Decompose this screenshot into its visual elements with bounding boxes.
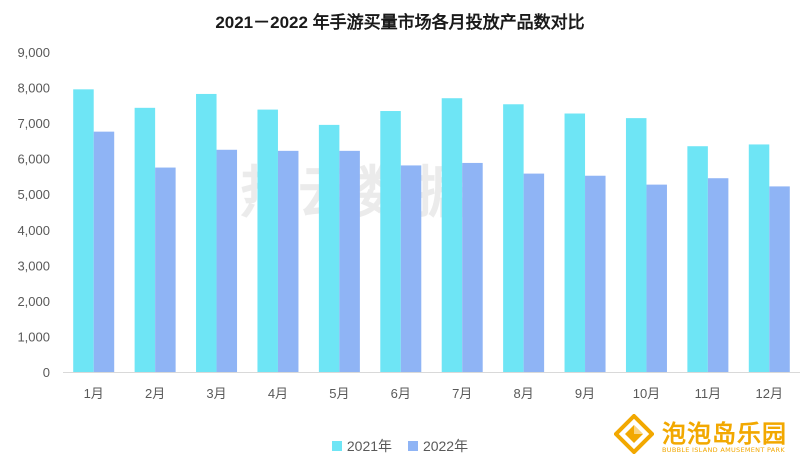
bar-2022年 bbox=[155, 167, 176, 372]
brand-subtitle: BUBBLE ISLAND AMUSEMENT PARK bbox=[662, 446, 785, 454]
y-tick-label: 7,000 bbox=[17, 116, 50, 131]
bar-2021年 bbox=[196, 93, 217, 372]
bar-2021年 bbox=[503, 104, 524, 373]
y-tick-label: 1,000 bbox=[17, 329, 50, 344]
bar-2021年 bbox=[73, 89, 94, 372]
brand-logo: 泡泡岛乐园 BUBBLE ISLAND AMUSEMENT PARK bbox=[614, 410, 800, 460]
x-tick-label: 7月 bbox=[452, 386, 472, 401]
x-tick-label: 9月 bbox=[575, 386, 595, 401]
bar-2022年 bbox=[400, 165, 422, 372]
bar-2022年 bbox=[769, 186, 790, 372]
bar-2022年 bbox=[585, 175, 606, 372]
bar-2021年 bbox=[687, 146, 708, 372]
brand-name: 泡泡岛乐园 bbox=[662, 420, 787, 448]
x-tick-label: 11月 bbox=[695, 386, 722, 401]
y-tick-label: 8,000 bbox=[17, 81, 50, 96]
x-tick-label: 1月 bbox=[84, 386, 104, 401]
bar-2022年 bbox=[523, 173, 545, 372]
x-tick-label: 3月 bbox=[206, 386, 226, 401]
bar-2021年 bbox=[564, 113, 586, 372]
legend-label-2021: 2021年 bbox=[346, 438, 393, 454]
legend-item-2022: 2022年 bbox=[407, 436, 469, 456]
bar-2022年 bbox=[216, 149, 238, 372]
legend-swatch-2021 bbox=[331, 441, 342, 451]
bar-2022年 bbox=[646, 184, 667, 372]
bar-2022年 bbox=[93, 131, 115, 372]
x-tick-label: 12月 bbox=[756, 386, 783, 401]
chart-legend: 2021年 2022年 bbox=[0, 436, 800, 456]
y-tick-label: 4,000 bbox=[17, 223, 50, 238]
bar-2021年 bbox=[625, 118, 647, 372]
y-tick-label: 0 bbox=[43, 365, 50, 380]
y-tick-label: 3,000 bbox=[17, 258, 50, 273]
x-tick-label: 2月 bbox=[145, 386, 165, 401]
y-tick-label: 6,000 bbox=[17, 152, 50, 167]
bar-2022年 bbox=[462, 162, 483, 372]
legend-label-2022: 2022年 bbox=[422, 438, 469, 454]
bar-2022年 bbox=[339, 150, 360, 372]
legend-item-2021: 2021年 bbox=[331, 436, 393, 456]
chart-title: 2021－2022 年手游买量市场各月投放产品数对比 bbox=[215, 13, 585, 32]
bar-2021年 bbox=[748, 144, 770, 372]
x-tick-label: 6月 bbox=[391, 386, 411, 401]
x-tick-label: 5月 bbox=[329, 386, 349, 401]
bar-2021年 bbox=[257, 109, 278, 372]
bar-2022年 bbox=[277, 150, 299, 372]
x-tick-label: 8月 bbox=[514, 386, 534, 401]
y-tick-label: 5,000 bbox=[17, 187, 50, 202]
y-tick-label: 9,000 bbox=[17, 45, 50, 60]
bar-2021年 bbox=[380, 111, 401, 373]
y-tick-label: 2,000 bbox=[17, 294, 50, 309]
x-tick-label: 10月 bbox=[633, 386, 660, 401]
diamond-logo-icon bbox=[614, 414, 654, 454]
bar-2021年 bbox=[134, 107, 156, 373]
legend-swatch-2022 bbox=[407, 441, 418, 451]
bar-2022年 bbox=[707, 178, 729, 372]
bar-2021年 bbox=[318, 124, 340, 372]
x-tick-label: 4月 bbox=[268, 386, 288, 401]
bar-2021年 bbox=[441, 98, 463, 372]
